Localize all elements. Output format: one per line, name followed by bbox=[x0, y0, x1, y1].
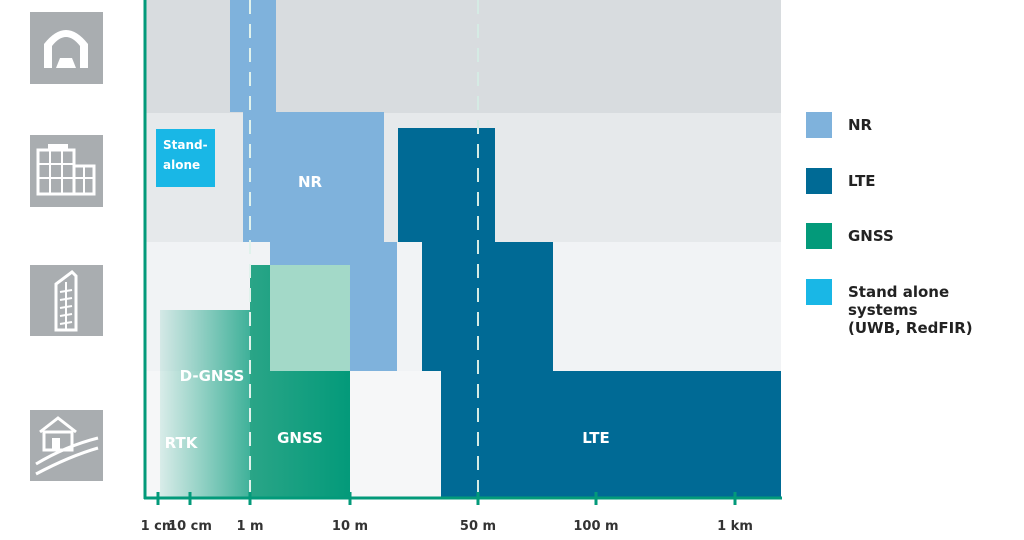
legend-item-standalone: Stand alone systems (UWB, RedFIR) bbox=[806, 279, 1008, 337]
standalone-region-label: Stand- alone bbox=[163, 138, 212, 172]
legend-item-gnss: GNSS bbox=[806, 223, 1008, 249]
legend-swatch-gnss bbox=[806, 223, 832, 249]
x-tick-label: 50 m bbox=[460, 519, 496, 534]
x-tick-label: 1 cm bbox=[141, 519, 176, 534]
nr-region bbox=[230, 0, 397, 371]
x-tick-label: 100 m bbox=[573, 519, 618, 534]
rtk-region-label: RTK bbox=[165, 434, 199, 452]
legend-swatch-nr bbox=[806, 112, 832, 138]
x-tick-label: 1 m bbox=[236, 519, 263, 534]
nr-region-label: NR bbox=[298, 173, 323, 191]
legend-label-gnss: GNSS bbox=[848, 227, 894, 245]
dgnss-region-label: D-GNSS bbox=[180, 367, 245, 385]
legend-swatch-lte bbox=[806, 168, 832, 194]
legend-label-standalone-line2: systems bbox=[848, 301, 918, 319]
gnss-region-label: GNSS bbox=[277, 429, 323, 447]
standalone-region bbox=[156, 129, 215, 187]
legend-label-nr: NR bbox=[848, 116, 873, 134]
lte-region bbox=[398, 128, 781, 498]
tunnel-icon bbox=[30, 12, 103, 84]
lte-region-label: LTE bbox=[582, 429, 610, 447]
legend-label-standalone: Stand alone systems (UWB, RedFIR) bbox=[848, 279, 1008, 337]
legend-swatch-standalone bbox=[806, 279, 832, 305]
legend-item-lte: LTE bbox=[806, 168, 1008, 194]
dgnss-rtk-region bbox=[160, 310, 250, 498]
legend-label-lte: LTE bbox=[848, 172, 876, 190]
legend-item-nr: NR bbox=[806, 112, 1008, 138]
office-building-icon bbox=[30, 135, 103, 207]
gnss-region bbox=[250, 265, 350, 498]
rural-house-icon bbox=[30, 410, 103, 481]
legend-label-standalone-line3: (UWB, RedFIR) bbox=[848, 319, 973, 337]
x-tick-label: 10 cm bbox=[168, 519, 212, 534]
legend-label-standalone-line1: Stand alone bbox=[848, 283, 950, 301]
x-tick-label: 1 km bbox=[717, 519, 753, 534]
gnss-light-region bbox=[270, 265, 350, 371]
x-tick-label: 10 m bbox=[332, 519, 368, 534]
high-rise-icon bbox=[30, 265, 103, 336]
